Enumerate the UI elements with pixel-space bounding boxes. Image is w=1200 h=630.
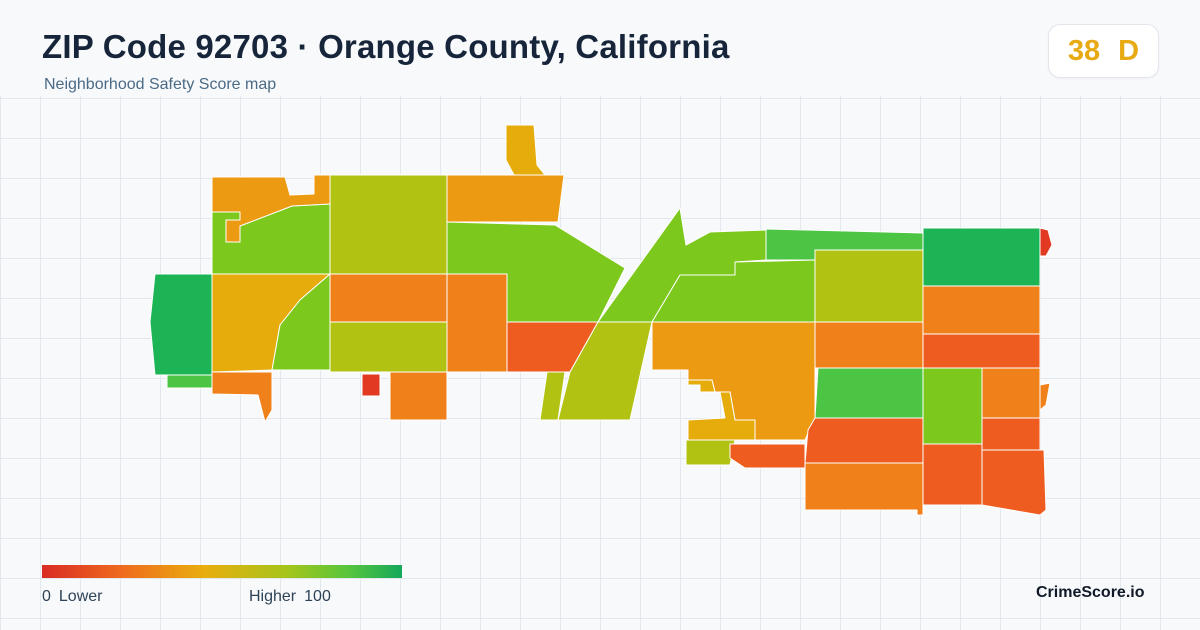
map-area[interactable] — [271, 273, 331, 371]
safety-score-grade: D — [1118, 34, 1140, 67]
legend-gradient-bar — [42, 565, 402, 578]
map-area[interactable] — [329, 273, 448, 323]
map-area[interactable] — [389, 371, 448, 421]
map-area[interactable] — [211, 371, 273, 423]
map-area[interactable] — [922, 227, 1041, 287]
map-area[interactable] — [329, 321, 448, 373]
page-subtitle: Neighborhood Safety Score map — [44, 76, 277, 93]
map-area[interactable] — [329, 174, 448, 275]
map-area[interactable] — [804, 462, 924, 516]
map-area[interactable] — [211, 174, 331, 243]
page-title: ZIP Code 92703 · Orange County, Californ… — [42, 28, 730, 65]
header-band — [0, 0, 1200, 96]
map-area[interactable] — [361, 373, 381, 397]
map-area[interactable] — [814, 249, 924, 323]
map-area[interactable] — [557, 321, 653, 421]
legend-high-label: Higher 100 — [249, 588, 331, 605]
map-area[interactable] — [814, 321, 924, 369]
map-area[interactable] — [505, 124, 546, 176]
map-area[interactable] — [1039, 227, 1053, 257]
map-area[interactable] — [922, 443, 983, 506]
map-area[interactable] — [981, 367, 1041, 419]
map-area[interactable] — [149, 273, 213, 376]
map-area[interactable] — [981, 449, 1047, 516]
map-area[interactable] — [814, 367, 924, 419]
map-area[interactable] — [446, 174, 565, 223]
map-area[interactable] — [446, 273, 508, 373]
map-area[interactable] — [922, 367, 983, 445]
map-area[interactable] — [729, 443, 806, 469]
map-area[interactable] — [922, 285, 1041, 335]
safety-score-value: 38 — [1067, 34, 1101, 67]
legend-low-label: 0 Lower — [42, 588, 103, 605]
map-area[interactable] — [1039, 382, 1051, 411]
map-area[interactable] — [922, 333, 1041, 369]
safety-score-badge: 38 D — [1048, 24, 1159, 78]
brand-logo-text[interactable]: CrimeScore.io — [1036, 584, 1145, 601]
map-area[interactable] — [804, 417, 924, 464]
map-area[interactable] — [981, 417, 1041, 451]
map-area[interactable] — [685, 439, 736, 466]
map-area[interactable] — [166, 374, 213, 389]
